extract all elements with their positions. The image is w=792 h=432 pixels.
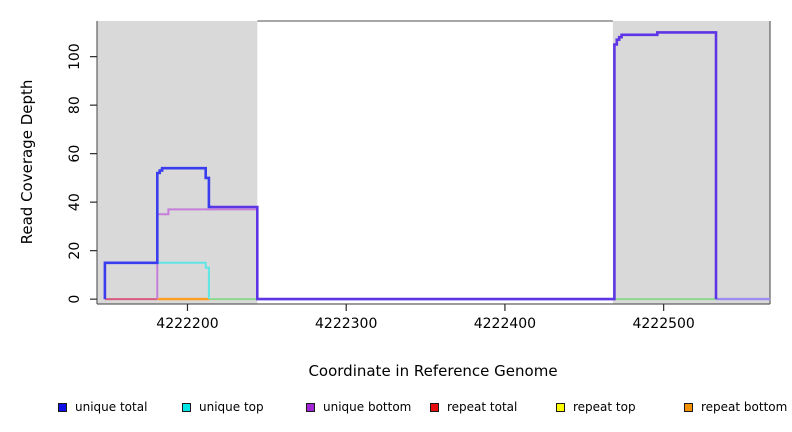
shaded-region-right <box>612 21 770 304</box>
y-axis-label: Read Coverage Depth <box>18 79 36 245</box>
legend-item-unique-top: unique top <box>182 400 264 414</box>
x-tick-label: 4222200 <box>156 316 218 332</box>
shaded-region-left <box>97 21 258 304</box>
legend-swatch-unique-total <box>58 402 67 412</box>
unique-top-line <box>157 261 210 300</box>
legend-label-repeat-top: repeat top <box>573 400 636 414</box>
y-tick-label: 60 <box>67 145 83 163</box>
y-tick-label: 40 <box>67 193 83 211</box>
legend-label-repeat-bottom: repeat bottom <box>701 400 788 414</box>
y-tick-label: 100 <box>67 43 83 70</box>
legend-label-unique-top: unique top <box>199 400 264 414</box>
x-tick-label: 4222500 <box>632 316 694 332</box>
legend-swatch-repeat-top <box>556 402 565 412</box>
legend-label-unique-total: unique total <box>75 400 148 414</box>
total-bottom-overlap-line <box>211 31 718 301</box>
legend-item-repeat-total: repeat total <box>430 400 517 414</box>
legend-item-repeat-bottom: repeat bottom <box>684 400 787 414</box>
legend-swatch-repeat-total <box>430 402 439 412</box>
legend-label-repeat-total: repeat total <box>447 400 518 414</box>
legend-swatch-unique-bottom <box>306 402 315 412</box>
y-tick-label: 0 <box>67 295 83 304</box>
x-tick-label: 4222400 <box>474 316 536 332</box>
legend-label-unique-bottom: unique bottom <box>323 400 412 414</box>
x-tick-label: 4222300 <box>315 316 377 332</box>
y-tick-label: 20 <box>67 242 83 260</box>
legend-swatch-unique-top <box>182 402 191 412</box>
y-tick-label: 80 <box>67 96 83 114</box>
legend-item-repeat-top: repeat top <box>556 400 636 414</box>
legend-item-unique-total: unique total <box>58 400 147 414</box>
x-axis-label: Coordinate in Reference Genome <box>308 362 558 380</box>
legend-swatch-repeat-bottom <box>684 402 693 412</box>
legend-item-unique-bottom: unique bottom <box>306 400 411 414</box>
unique-total-line <box>103 166 213 300</box>
